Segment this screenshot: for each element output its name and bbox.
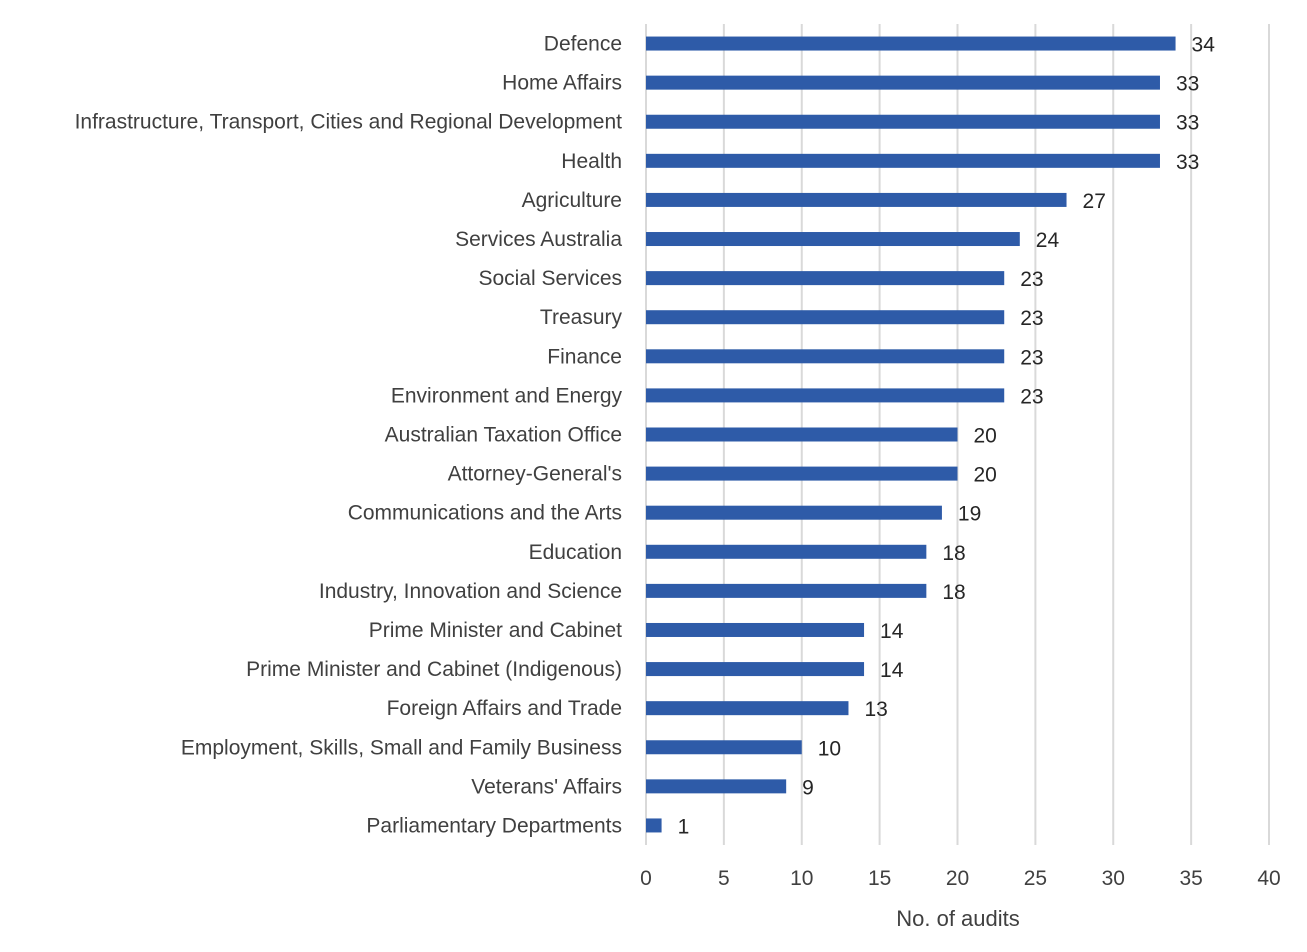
data-label: 9	[802, 776, 814, 799]
bar	[646, 349, 1005, 364]
category-label: Agriculture	[522, 189, 622, 212]
category-label: Communications and the Arts	[348, 502, 622, 525]
x-tick-label: 30	[1102, 867, 1125, 890]
data-label: 27	[1083, 190, 1106, 213]
data-label: 20	[974, 464, 997, 487]
category-label: Industry, Innovation and Science	[319, 580, 622, 603]
bar	[646, 153, 1160, 168]
bar	[646, 818, 662, 833]
x-axis-title: No. of audits	[896, 906, 1020, 931]
data-label: 23	[1020, 307, 1043, 330]
data-label: 19	[958, 503, 981, 526]
bar	[646, 622, 865, 637]
category-label: Health	[561, 150, 622, 173]
bar	[646, 544, 927, 559]
category-label: Finance	[547, 345, 622, 368]
bar	[646, 583, 927, 598]
data-label: 18	[942, 581, 965, 604]
category-label: Treasury	[540, 306, 623, 329]
category-labels: Defence Home Affairs Infrastructure, Trans…	[75, 33, 623, 838]
data-label: 1	[678, 815, 690, 838]
category-label: Education	[529, 541, 622, 564]
bar	[646, 701, 849, 716]
data-label: 23	[1020, 346, 1043, 369]
x-tick-label: 40	[1257, 867, 1280, 890]
data-label: 24	[1036, 229, 1060, 252]
bars	[646, 36, 1176, 833]
data-label: 23	[1020, 268, 1043, 291]
x-tick-label: 0	[640, 867, 652, 890]
data-label: 18	[942, 542, 965, 565]
bar	[646, 114, 1160, 129]
bar	[646, 271, 1005, 286]
category-label: Veterans' Affairs	[471, 775, 622, 798]
x-tick-label: 10	[790, 867, 813, 890]
bar	[646, 232, 1020, 247]
category-label: Prime Minister and Cabinet	[369, 619, 622, 642]
bar	[646, 466, 958, 481]
category-label: Defence	[544, 33, 622, 56]
category-label: Foreign Affairs and Trade	[387, 697, 622, 720]
x-tick-label: 35	[1179, 867, 1202, 890]
bar	[646, 310, 1005, 325]
category-label: Social Services	[478, 267, 622, 290]
category-label: Parliamentary Departments	[366, 814, 622, 837]
category-label: Employment, Skills, Small and Family Bus…	[181, 736, 622, 759]
x-tick-label: 15	[868, 867, 891, 890]
data-label: 33	[1176, 73, 1199, 96]
bar	[646, 75, 1160, 90]
data-label: 34	[1192, 34, 1216, 57]
data-label: 13	[864, 698, 887, 721]
x-tick-label: 20	[946, 867, 969, 890]
data-label: 14	[880, 620, 904, 643]
bar	[646, 427, 958, 442]
bar	[646, 388, 1005, 403]
bar	[646, 779, 787, 794]
bar	[646, 36, 1176, 51]
data-label: 33	[1176, 151, 1199, 174]
bar	[646, 505, 942, 520]
bar	[646, 740, 802, 755]
data-labels: 34 33 33 33 27 24 23 23 23 23 20 20 19 18 18 14 14 13 109 1	[678, 34, 1216, 839]
category-label: Australian Taxation Office	[385, 424, 622, 447]
category-label: Environment and Energy	[391, 384, 623, 407]
bar	[646, 192, 1067, 207]
data-label: 10	[818, 737, 841, 760]
data-label: 14	[880, 659, 904, 682]
category-label: Home Affairs	[502, 72, 622, 95]
x-tick-labels: 0 5 10 15 20 25 30 35 40	[640, 867, 1281, 890]
category-label: Services Australia	[455, 228, 622, 251]
x-tick-label: 5	[718, 867, 730, 890]
category-label: Attorney-General's	[448, 463, 622, 486]
data-label: 23	[1020, 385, 1043, 408]
bar	[646, 662, 865, 677]
data-label: 20	[974, 425, 997, 448]
category-label: Infrastructure, Transport, Cities and Re…	[75, 111, 623, 134]
x-tick-label: 25	[1024, 867, 1047, 890]
data-label: 33	[1176, 112, 1199, 135]
category-label: Prime Minister and Cabinet (Indigenous)	[246, 658, 622, 681]
